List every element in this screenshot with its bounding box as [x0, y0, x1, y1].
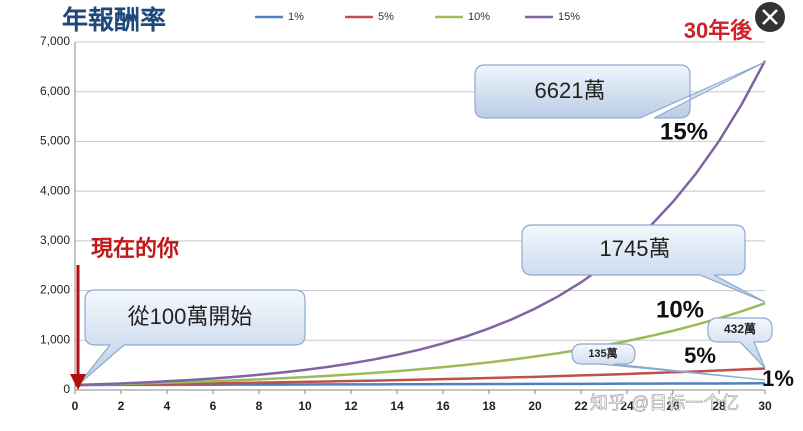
legend-label: 1% [288, 11, 304, 23]
y-tick-label: 5,000 [40, 134, 70, 148]
x-tick-label: 18 [482, 399, 496, 413]
x-tick-label: 22 [574, 399, 588, 413]
y-tick-label: 4,000 [40, 183, 70, 197]
y-tick-label: 6,000 [40, 84, 70, 98]
legend-label: 15% [558, 11, 580, 23]
annotation: 432萬 [724, 321, 756, 336]
x-tick-label: 8 [256, 399, 263, 413]
x-tick-label: 0 [72, 399, 79, 413]
annotation: 1745萬 [600, 236, 671, 261]
annotation: 10% [656, 296, 704, 323]
start-arrowhead [70, 374, 86, 390]
x-tick-label: 24 [620, 399, 634, 413]
legend-label: 5% [378, 11, 394, 23]
callout-bubble [571, 343, 766, 381]
x-tick-label: 28 [712, 399, 726, 413]
x-tick-label: 2 [118, 399, 125, 413]
x-tick-label: 20 [528, 399, 542, 413]
x-tick-label: 30 [758, 399, 772, 413]
x-tick-label: 4 [164, 399, 171, 413]
callout-bubble [521, 224, 766, 303]
y-tick-label: 1,000 [40, 332, 70, 346]
y-tick-label: 7,000 [40, 34, 70, 48]
x-tick-label: 26 [666, 399, 680, 413]
x-tick-label: 10 [298, 399, 312, 413]
x-tick-label: 12 [344, 399, 358, 413]
annotation: 6621萬 [535, 78, 606, 103]
annotation: 5% [684, 343, 716, 368]
series-line [74, 302, 766, 387]
callout-bubble [77, 289, 306, 386]
chart-title: 年報酬率 [62, 5, 166, 35]
x-tick-label: 16 [436, 399, 450, 413]
y-tick-label: 0 [63, 382, 70, 396]
close-button[interactable] [755, 2, 785, 32]
y-tick-label: 3,000 [40, 233, 70, 247]
y-tick-label: 2,000 [40, 283, 70, 297]
callout-bubble [707, 317, 773, 369]
legend-label: 10% [468, 11, 490, 23]
annotation: 現在的你 [91, 236, 179, 261]
annotation: 1% [762, 366, 794, 391]
x-tick-label: 6 [210, 399, 217, 413]
x-tick-label: 14 [390, 399, 404, 413]
annotation: 從100萬開始 [128, 304, 253, 329]
annotation: 135萬 [588, 346, 617, 360]
annotation: 30年後 [684, 18, 753, 43]
watermark: 知乎 @目标一个亿 [590, 393, 739, 413]
callout-bubble [474, 61, 766, 119]
annotation: 15% [660, 118, 708, 145]
series-line [74, 367, 766, 387]
